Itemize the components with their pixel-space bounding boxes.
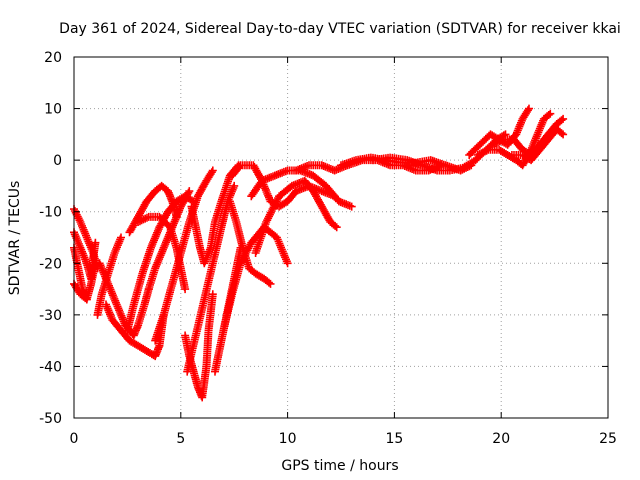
series-arc-12 (151, 166, 217, 345)
chart-title: Day 361 of 2024, Sidereal Day-to-day VTE… (59, 21, 621, 37)
data-marker (125, 181, 181, 237)
y-tick-label: 0 (53, 153, 62, 169)
series-arc-15 (187, 161, 243, 268)
data-marker (123, 192, 198, 335)
data-marker (507, 125, 568, 165)
series-arc-28 (507, 125, 568, 165)
series-arc-8 (123, 192, 198, 335)
x-tick-label: 20 (492, 431, 510, 447)
data-marks (70, 104, 568, 402)
x-tick-label: 0 (70, 431, 79, 447)
y-tick-label: 10 (44, 102, 62, 118)
series-arc-18 (225, 197, 275, 288)
x-tick-label: 15 (385, 431, 403, 447)
y-tick-label: -20 (39, 256, 62, 272)
data-marker (225, 197, 275, 288)
x-tick-label: 5 (176, 431, 185, 447)
x-tick-label: 10 (279, 431, 297, 447)
x-axis-label: GPS time / hours (281, 458, 398, 474)
data-marker (134, 212, 190, 294)
data-marker (187, 161, 243, 268)
series-arc-13 (181, 290, 217, 402)
x-tick-labels: 0 5 10 15 20 25 (70, 431, 617, 447)
y-tick-label: -30 (39, 308, 62, 324)
y-tick-labels: -50 -40 -30 -20 -10 0 10 20 (39, 50, 62, 427)
series-arc-21 (251, 176, 341, 257)
series-arc-11 (134, 212, 190, 294)
y-tick-label: 20 (44, 50, 62, 66)
y-tick-label: -10 (39, 205, 62, 221)
plot-frame (73, 56, 609, 419)
y-tick-label: -40 (39, 359, 62, 375)
x-tick-label: 25 (599, 431, 617, 447)
series-arc-9 (125, 181, 181, 237)
y-axis-label: SDTVAR / TECUs (7, 181, 23, 296)
data-marker (251, 176, 341, 257)
grid (74, 57, 608, 418)
data-marker (181, 290, 217, 402)
y-tick-label: -50 (39, 411, 62, 427)
data-marker (151, 166, 217, 345)
tick-marks (73, 56, 609, 419)
